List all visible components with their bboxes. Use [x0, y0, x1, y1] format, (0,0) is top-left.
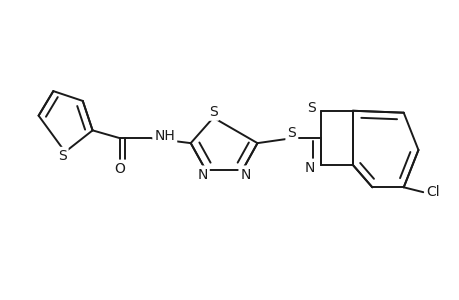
Text: S: S	[306, 101, 315, 115]
Text: Cl: Cl	[425, 185, 439, 199]
Text: N: N	[240, 167, 250, 182]
Text: S: S	[287, 126, 296, 140]
Text: S: S	[58, 149, 67, 163]
Text: N: N	[197, 167, 207, 182]
Text: N: N	[304, 161, 315, 175]
Text: NH: NH	[154, 129, 175, 143]
Text: S: S	[208, 105, 217, 119]
Text: O: O	[114, 162, 125, 176]
